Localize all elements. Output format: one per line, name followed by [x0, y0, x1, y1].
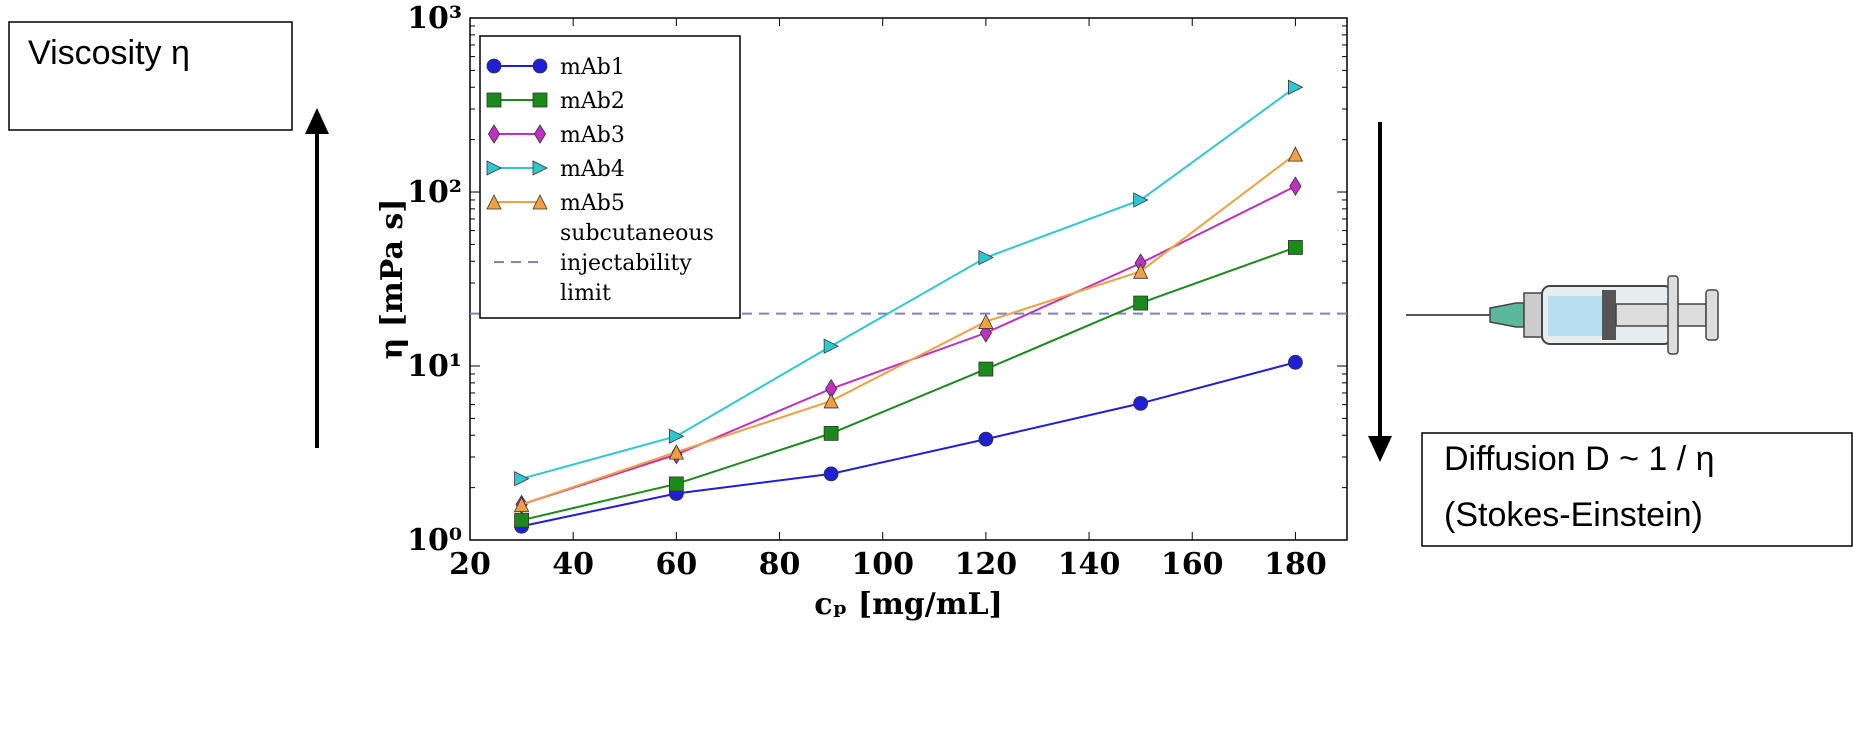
- point: [486, 194, 502, 210]
- series-line: [521, 246, 1296, 522]
- x-tick-label: 140: [1058, 547, 1121, 582]
- point: [823, 425, 839, 441]
- legend-label: subcutaneous: [560, 221, 714, 246]
- point: [487, 124, 501, 144]
- point: [979, 323, 992, 343]
- point: [486, 92, 502, 108]
- viscosity-box: [8, 21, 293, 131]
- point: [532, 194, 548, 210]
- x-tick-label: 100: [851, 547, 914, 582]
- x-tick-label: 20: [449, 547, 491, 582]
- point: [1287, 146, 1304, 162]
- y-tick-label: 10³: [407, 1, 462, 36]
- point: [1132, 263, 1149, 279]
- diffusion-label: Diffusion D ~ 1 / η: [1444, 440, 1715, 478]
- point: [513, 496, 530, 512]
- point: [486, 160, 502, 176]
- x-tick-label: 80: [759, 547, 801, 582]
- viscosity-label: Viscosity η: [28, 34, 190, 72]
- diffusion-label: (Stokes-Einstein): [1444, 496, 1703, 534]
- point: [533, 124, 547, 144]
- legend-label: injectability: [560, 251, 692, 276]
- point: [486, 58, 502, 74]
- syringe: [1406, 275, 1719, 355]
- point: [823, 466, 839, 482]
- legend-label: limit: [560, 281, 611, 306]
- legend-label: mAb5: [560, 191, 625, 216]
- point: [668, 428, 685, 444]
- point: [1288, 354, 1303, 370]
- diffusion-box: [1421, 432, 1853, 547]
- y-tick-label: 10¹: [407, 349, 462, 384]
- series-line: [521, 153, 1297, 506]
- series-line: [521, 361, 1296, 528]
- point: [1133, 295, 1149, 311]
- point: [1288, 79, 1304, 95]
- point: [978, 431, 994, 447]
- legend-label: mAb3: [560, 123, 625, 148]
- y-tick-label: 10²: [407, 175, 462, 210]
- legend-label: mAb1: [560, 55, 625, 80]
- legend-label: mAb2: [560, 89, 625, 114]
- point: [978, 361, 994, 377]
- point: [1289, 176, 1302, 197]
- point: [1133, 192, 1149, 208]
- point: [668, 444, 685, 460]
- point: [532, 160, 548, 176]
- x-tick-label: 120: [955, 547, 1018, 582]
- x-tick-label: 180: [1264, 547, 1327, 582]
- point: [668, 476, 684, 492]
- x-tick-label: 160: [1161, 547, 1224, 582]
- x-tick-label: 40: [552, 547, 594, 582]
- x-axis-label: cₚ [mg/mL]: [814, 587, 1003, 622]
- point: [978, 249, 994, 266]
- point: [978, 313, 994, 329]
- x-tick-label: 60: [655, 547, 697, 582]
- point: [823, 393, 839, 409]
- legend: [479, 35, 741, 319]
- series-line: [521, 86, 1296, 480]
- point: [532, 58, 548, 74]
- point: [823, 338, 840, 354]
- legend-label: mAb4: [560, 157, 625, 182]
- down-arrow-head: [1368, 436, 1392, 462]
- y-tick-label: 10⁰: [407, 523, 462, 558]
- y-axis-label: η [mPa s]: [375, 199, 410, 360]
- up-arrow-head: [305, 108, 329, 134]
- point: [514, 471, 530, 487]
- point: [514, 512, 529, 528]
- point: [532, 92, 548, 108]
- point: [1133, 395, 1149, 411]
- point: [1288, 240, 1303, 255]
